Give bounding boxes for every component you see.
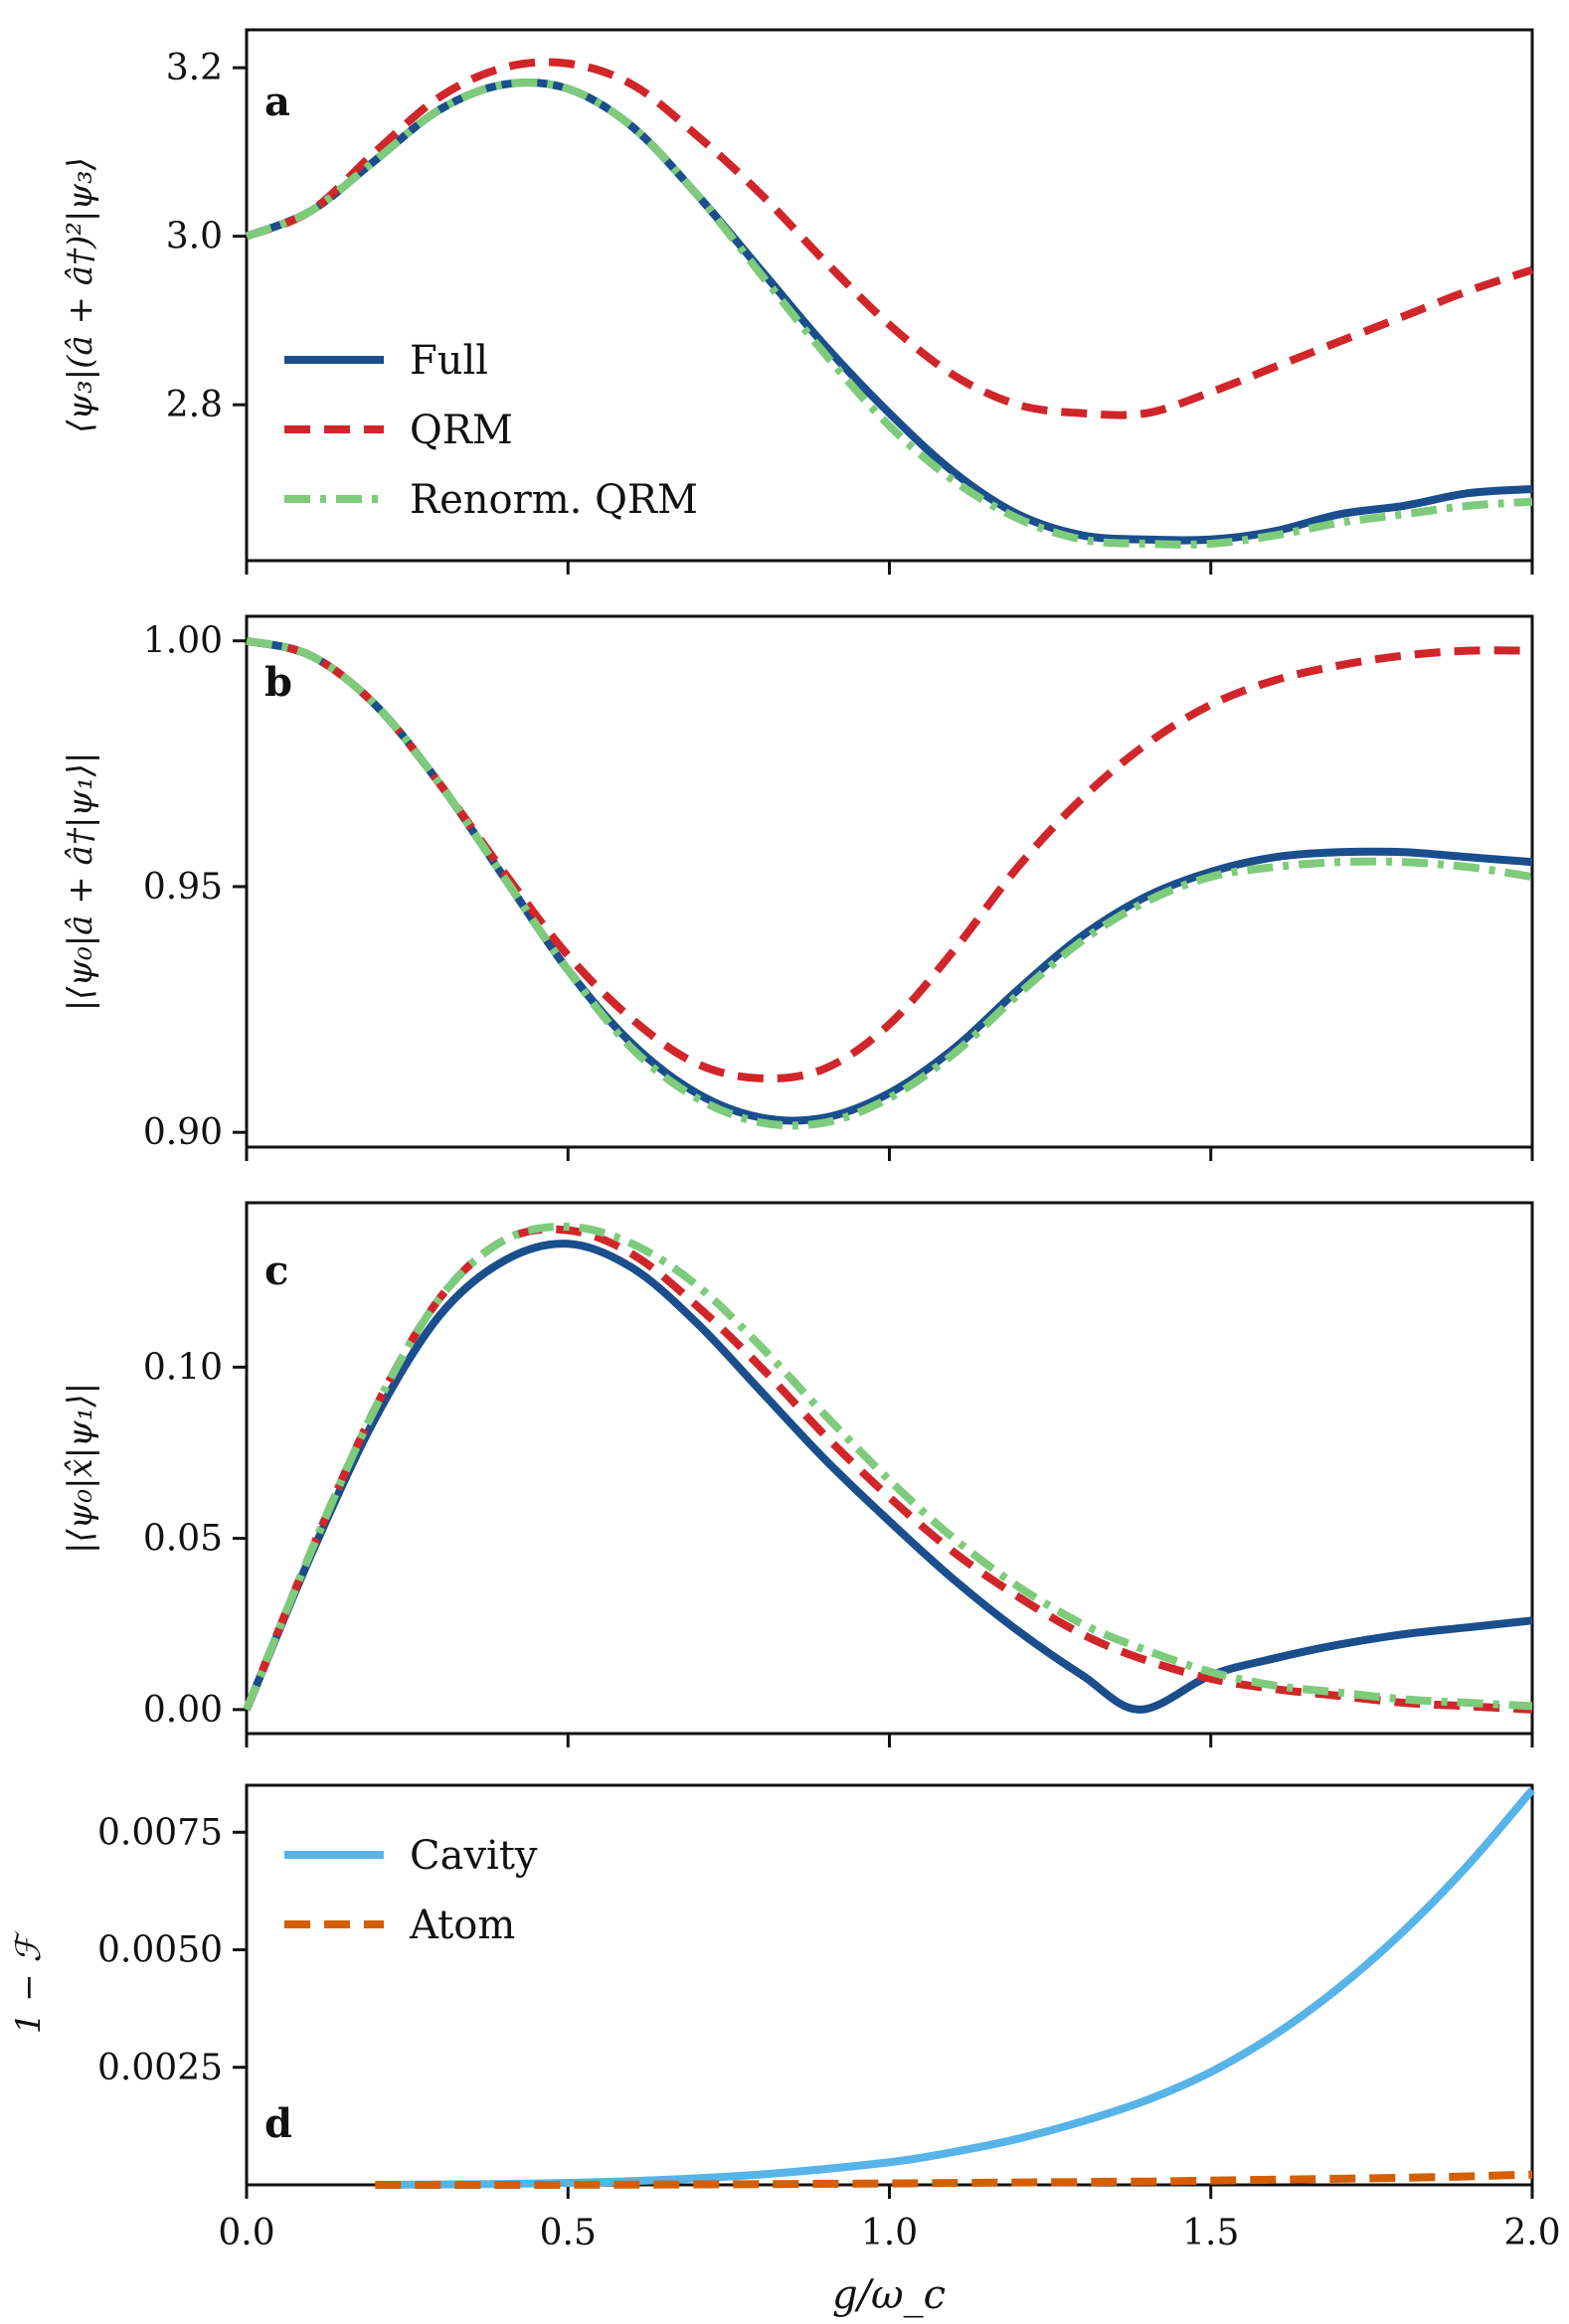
panel-d-ytick-label: 0.0025 — [97, 2048, 223, 2088]
panel-a-ytick-label: 3.2 — [166, 48, 223, 88]
panel-d-series-atom — [375, 2170, 1533, 2190]
panel-d-ylabel: 1 − ℱ — [9, 1929, 49, 2034]
legend-label-atom: Atom — [409, 1903, 515, 1948]
panel-d-plot: 0.0025 0.0050 0.0075 0.0 0.5 1.0 1.5 2.0 — [97, 1787, 1561, 2253]
panel-c-ytick-label: 0.05 — [143, 1519, 223, 1560]
legend-panel-a: Full QRM Renorm. QRM — [284, 338, 698, 523]
legend-label-cavity: Cavity — [410, 1833, 538, 1879]
panel-b-series-qrm — [246, 636, 1533, 1082]
panel-b-ylabel: |⟨ψ₀|â + â†|ψ₁⟩| — [61, 752, 100, 1012]
panel-c-ytick-label: 0.10 — [143, 1347, 223, 1388]
panel-c-series-renorm-qrm — [243, 1223, 1533, 1712]
panel-d-series-cavity — [375, 1787, 1536, 2189]
x-axis-label: g/ω_c — [832, 2272, 946, 2318]
x-tick-label: 1.0 — [861, 2213, 918, 2253]
x-tick-label: 0.0 — [218, 2213, 274, 2253]
x-tick-label: 2.0 — [1503, 2213, 1560, 2253]
panel-a-plot: 2.8 3.0 3.2 — [166, 48, 1534, 575]
panel-b-label: b — [264, 659, 292, 706]
x-tick-label: 0.5 — [540, 2213, 597, 2253]
panel-c-series-qrm — [243, 1225, 1533, 1714]
panel-a-ytick-label: 2.8 — [166, 385, 223, 425]
panel-b-frame — [245, 614, 1534, 1149]
legend-panel-d: Cavity Atom — [284, 1833, 538, 1948]
panel-b-ytick-label: 1.00 — [143, 621, 223, 662]
panel-b-plot: 0.90 0.95 1.00 — [143, 621, 1534, 1161]
x-tick-label: 1.5 — [1182, 2213, 1239, 2253]
legend-label-qrm: QRM — [410, 408, 513, 453]
panel-b-series-full — [246, 636, 1533, 1125]
panel-c-ylabel: |⟨ψ₀|x̂|ψ₁⟩| — [61, 1383, 100, 1554]
panel-c-series-full — [243, 1240, 1533, 1714]
panel-b-series-renorm-qrm — [246, 636, 1533, 1130]
panel-a-series-qrm — [245, 58, 1534, 419]
panel-c-frame — [245, 1201, 1534, 1736]
legend-label-full: Full — [410, 338, 488, 384]
panel-a-ytick-label: 3.0 — [166, 217, 223, 257]
panel-d-ytick-label: 0.0075 — [97, 1812, 223, 1853]
panel-b-ytick-label: 0.90 — [143, 1112, 223, 1153]
panel-b-ytick-label: 0.95 — [143, 867, 223, 908]
panel-c-ytick-label: 0.00 — [143, 1690, 223, 1731]
panel-d-label: d — [264, 2100, 292, 2147]
panel-a-series-full — [245, 79, 1533, 545]
panel-c-label: c — [264, 1247, 288, 1294]
legend-label-renorm-qrm: Renorm. QRM — [410, 477, 698, 523]
panel-a-series-renorm-qrm — [245, 79, 1533, 549]
panel-d-ytick-label: 0.0050 — [97, 1930, 223, 1971]
panel-c-plot: 0.00 0.05 0.10 — [143, 1223, 1534, 1747]
panel-a-label: a — [264, 79, 290, 125]
panel-a-ylabel: ⟨ψ₃|(â + â†)²|ψ₃⟩ — [61, 157, 100, 433]
